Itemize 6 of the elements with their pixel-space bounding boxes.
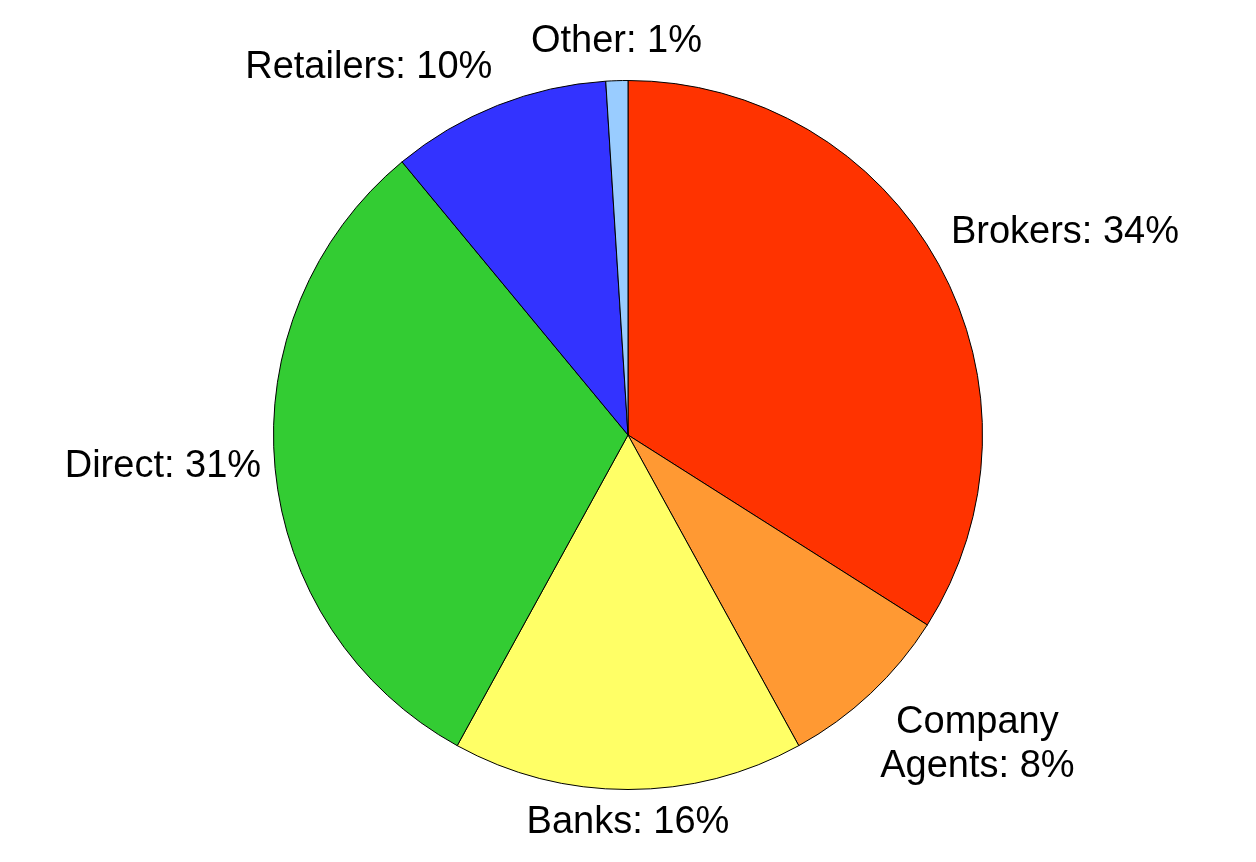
slice-label: Brokers: 34% xyxy=(950,208,1180,251)
slice-label: Other: 1% xyxy=(530,18,702,61)
slice-label: Company Agents: 8% xyxy=(880,699,1075,786)
slice-label: Retailers: 10% xyxy=(245,43,493,86)
slice-label: Banks: 16% xyxy=(526,798,730,841)
slice-label: Direct: 31% xyxy=(64,443,262,486)
